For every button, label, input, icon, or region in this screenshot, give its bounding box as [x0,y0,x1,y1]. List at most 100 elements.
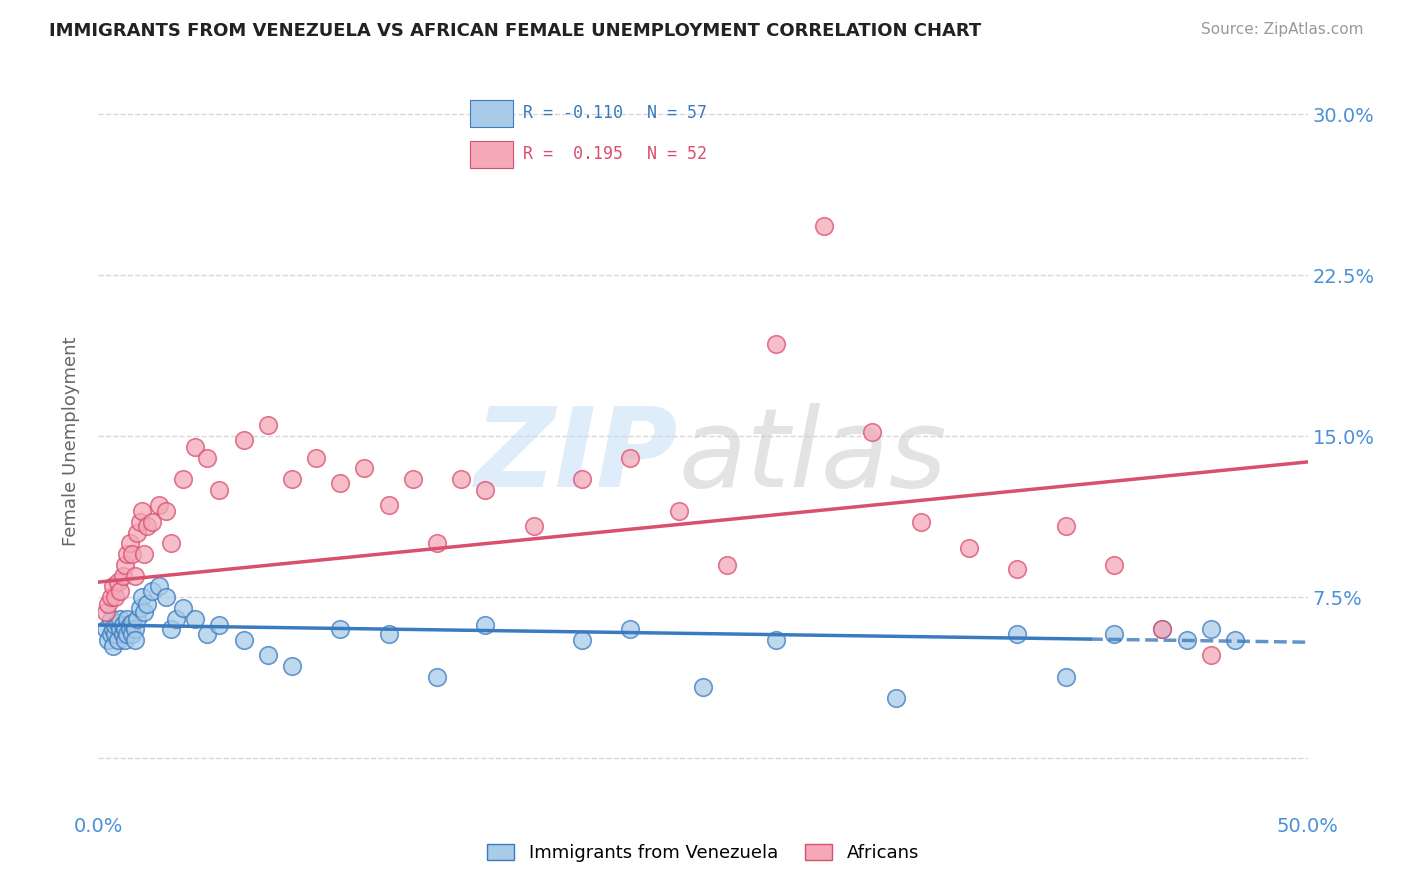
Legend: Immigrants from Venezuela, Africans: Immigrants from Venezuela, Africans [479,837,927,870]
Point [1007,626,1029,640]
Point [281,472,304,486]
Point [111,568,134,582]
Text: atlas: atlas [679,403,948,510]
Bar [470,141,513,168]
Point [107,615,129,630]
Point [232,434,254,448]
Point [208,618,231,632]
Point [668,504,690,518]
Point [195,450,218,465]
Point [957,541,980,555]
Point [232,633,254,648]
Point [121,547,143,561]
Point [121,615,143,630]
Text: IMMIGRANTS FROM VENEZUELA VS AFRICAN FEMALE UNEMPLOYMENT CORRELATION CHART: IMMIGRANTS FROM VENEZUELA VS AFRICAN FEM… [49,22,981,40]
Point [523,519,546,533]
Point [155,590,177,604]
Point [765,633,787,648]
Point [765,337,787,351]
Point [353,461,375,475]
Point [256,418,278,433]
Text: N = 52: N = 52 [647,145,707,163]
Point [135,519,157,533]
Point [148,579,170,593]
Point [813,219,835,233]
Point [124,633,146,648]
Point [97,597,120,611]
Point [114,633,136,648]
Point [104,626,127,640]
Point [184,611,207,625]
Point [155,504,177,518]
Point [1102,558,1125,572]
Point [141,583,163,598]
Text: R = -0.110: R = -0.110 [523,104,623,122]
Bar [470,100,513,127]
Point [1152,623,1174,637]
Point [94,605,117,619]
Point [195,626,218,640]
Text: ZIP: ZIP [475,403,679,510]
Point [329,476,352,491]
Point [118,618,141,632]
Point [111,618,134,632]
Point [114,623,136,637]
Point [141,515,163,529]
Point [1007,562,1029,576]
Point [104,590,127,604]
Point [172,600,194,615]
Point [131,590,153,604]
Point [305,450,328,465]
Point [377,498,399,512]
Point [619,623,641,637]
Point [127,611,149,625]
Point [1054,669,1077,683]
Point [160,536,183,550]
Point [127,525,149,540]
Point [117,611,139,625]
Point [281,658,304,673]
Point [256,648,278,662]
Point [474,618,496,632]
Point [450,472,472,486]
Point [208,483,231,497]
Point [135,597,157,611]
Point [1199,648,1222,662]
Point [886,690,908,705]
Point [165,611,187,625]
Point [100,626,122,640]
Point [97,633,120,648]
Point [474,483,496,497]
Point [108,623,131,637]
Point [1054,519,1077,533]
Point [101,640,124,654]
Point [101,579,124,593]
Point [571,633,593,648]
Point [692,680,714,694]
Point [1102,626,1125,640]
Y-axis label: Female Unemployment: Female Unemployment [62,337,80,546]
Point [111,626,134,640]
Point [108,583,131,598]
Point [128,515,150,529]
Point [107,633,129,648]
Point [134,605,156,619]
Point [121,626,143,640]
Point [117,547,139,561]
Point [860,425,883,439]
Point [94,623,117,637]
Point [108,611,131,625]
Point [117,626,139,640]
Point [118,623,141,637]
Point [101,623,124,637]
Point [1152,623,1174,637]
Point [1175,633,1198,648]
Point [104,618,127,632]
Point [118,536,141,550]
Text: N = 57: N = 57 [647,104,707,122]
Point [619,450,641,465]
Point [134,547,156,561]
Point [114,558,136,572]
Point [184,440,207,454]
Point [329,623,352,637]
